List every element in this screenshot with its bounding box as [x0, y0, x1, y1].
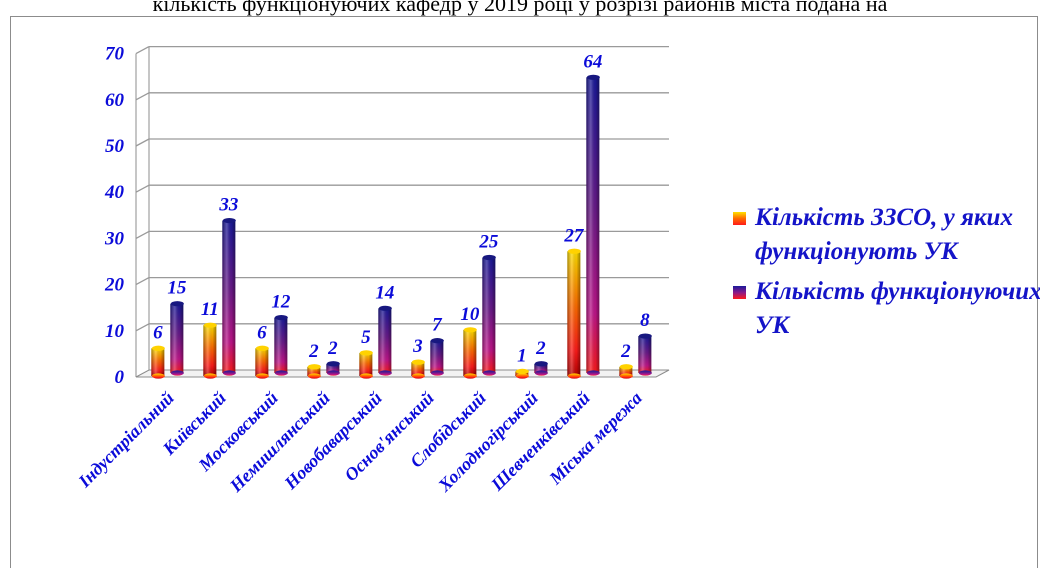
data-label-series-2: 33	[218, 195, 238, 216]
data-label-series-2: 8	[640, 310, 650, 331]
data-label-series-1: 1	[517, 345, 527, 366]
gridline-depth	[135, 277, 150, 286]
bar-series-2	[482, 254, 496, 376]
y-tick-label: 70	[105, 44, 125, 65]
bar-series-2	[378, 305, 392, 376]
y-tick-label: 0	[115, 367, 125, 388]
bar-series-2	[222, 217, 236, 376]
data-label-series-1: 6	[257, 322, 267, 343]
y-tick-label: 10	[105, 321, 125, 342]
bar-series-2	[430, 338, 444, 376]
bar-series-2	[586, 74, 600, 376]
bar-series-1	[463, 327, 477, 379]
bar-series-1	[151, 345, 165, 379]
labels: 615Індустріальний1133Київський612Московс…	[74, 51, 650, 496]
y-tick-label: 50	[105, 136, 125, 157]
data-label-series-2: 64	[583, 51, 602, 72]
x-tick-label: Основ'янський	[340, 388, 437, 485]
bars	[151, 74, 652, 379]
bar-series-2	[326, 361, 340, 376]
x-tick-label: Індустріальний	[74, 388, 178, 492]
bar-series-1	[255, 345, 269, 379]
data-label-series-1: 2	[308, 341, 319, 362]
y-tick-label: 20	[104, 275, 125, 296]
x-tick-label: Міська мережа	[545, 388, 646, 489]
bar-series-1	[515, 368, 529, 379]
gridline-depth	[135, 230, 150, 239]
bar-series-2	[638, 333, 652, 376]
legend-label-series-2: Кількість функціонуючих УК	[755, 278, 1040, 339]
data-label-series-2: 12	[271, 292, 291, 313]
data-label-series-2: 25	[478, 232, 499, 253]
legend-item-series-1: Кількість ЗЗСО, у яких функціонують УК	[733, 201, 1040, 269]
gridline-depth	[135, 323, 150, 332]
legend-label-series-1: Кількість ЗЗСО, у яких функціонують УК	[755, 204, 1013, 265]
legend-item-series-2: Кількість функціонуючих УК	[733, 275, 1040, 343]
data-label-series-2: 15	[167, 278, 187, 299]
bar-series-1	[203, 322, 217, 379]
bar-series-1	[359, 350, 373, 379]
axes: 0 10 20 30 40 50 60 70	[104, 44, 125, 388]
gridline-depth	[135, 46, 150, 55]
bar-series-2	[170, 301, 184, 376]
data-label-series-1: 5	[361, 327, 371, 348]
data-label-series-1: 6	[153, 322, 163, 343]
gridline-depth	[135, 138, 150, 147]
legend: Кількість ЗЗСО, у яких функціонують УК К…	[733, 201, 1040, 349]
bar-series-1	[619, 364, 633, 379]
y-tick-label: 30	[104, 228, 125, 249]
data-label-series-2: 2	[327, 338, 338, 359]
data-label-series-1: 3	[412, 336, 423, 357]
bar-series-2	[534, 361, 548, 376]
legend-swatch-series-2	[733, 286, 746, 299]
data-label-series-2: 14	[375, 282, 394, 303]
data-label-series-1: 10	[460, 304, 480, 325]
gridline-depth	[135, 92, 150, 101]
data-label-series-2: 7	[432, 315, 443, 336]
bar-series-1	[307, 364, 321, 379]
y-tick-label: 60	[105, 90, 125, 111]
data-label-series-1: 2	[620, 341, 631, 362]
data-label-series-2: 2	[535, 338, 546, 359]
legend-swatch-series-1	[733, 212, 746, 225]
data-label-series-1: 27	[563, 225, 585, 246]
bar-series-1	[411, 359, 425, 379]
y-tick-label: 40	[104, 182, 125, 203]
chart-frame: 0 10 20 30 40 50 60 70 6 15 Індустріальний 11 33 Киї…	[10, 16, 1040, 568]
page-title: кількість функціонуючих кафедр у 2019 ро…	[152, 0, 888, 16]
bar-series-2	[274, 314, 288, 376]
data-label-series-1: 11	[201, 299, 219, 320]
bar-series-1	[567, 248, 581, 379]
gridline-depth	[135, 184, 150, 193]
